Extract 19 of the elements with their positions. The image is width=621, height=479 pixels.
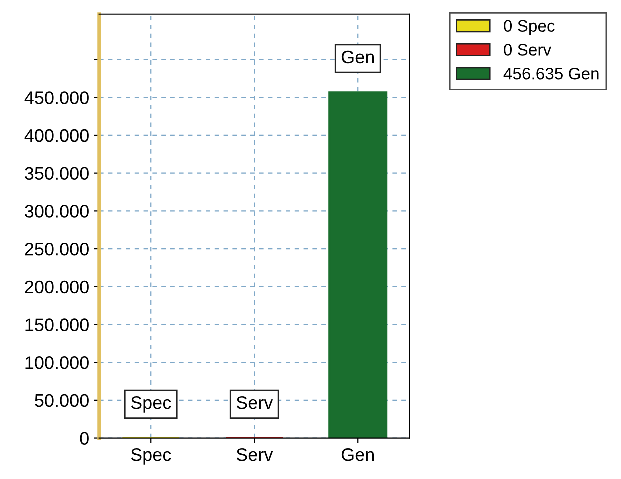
y-tick-label: 400.000 — [24, 129, 89, 142]
y-tick-label: 250.000 — [25, 242, 89, 256]
x-tick-label: Gen — [342, 448, 374, 462]
y-tick-label: 100.000 — [26, 356, 89, 370]
y-tick-label: 50.000 — [35, 394, 89, 408]
legend-label: 0 Spec — [504, 20, 555, 36]
annotation: Spec — [131, 396, 172, 413]
y-tick-label: 300.000 — [25, 205, 89, 218]
y-tick-label: 350.000 — [25, 167, 89, 180]
x-tick-label: Serv — [236, 448, 274, 462]
legend-label: 0 Serv — [504, 44, 552, 56]
y-tick-label: 200.000 — [25, 280, 89, 294]
annotation: Serv — [236, 396, 274, 410]
x-tick-label: Spec — [131, 448, 172, 465]
legend-label: 456.635 Gen — [504, 68, 599, 80]
y-tick-label: 0 — [80, 432, 89, 446]
y-tick-label: 450.000 — [24, 92, 89, 104]
y-tick-label: 150.000 — [26, 318, 89, 332]
annotation: Gen — [342, 50, 374, 64]
